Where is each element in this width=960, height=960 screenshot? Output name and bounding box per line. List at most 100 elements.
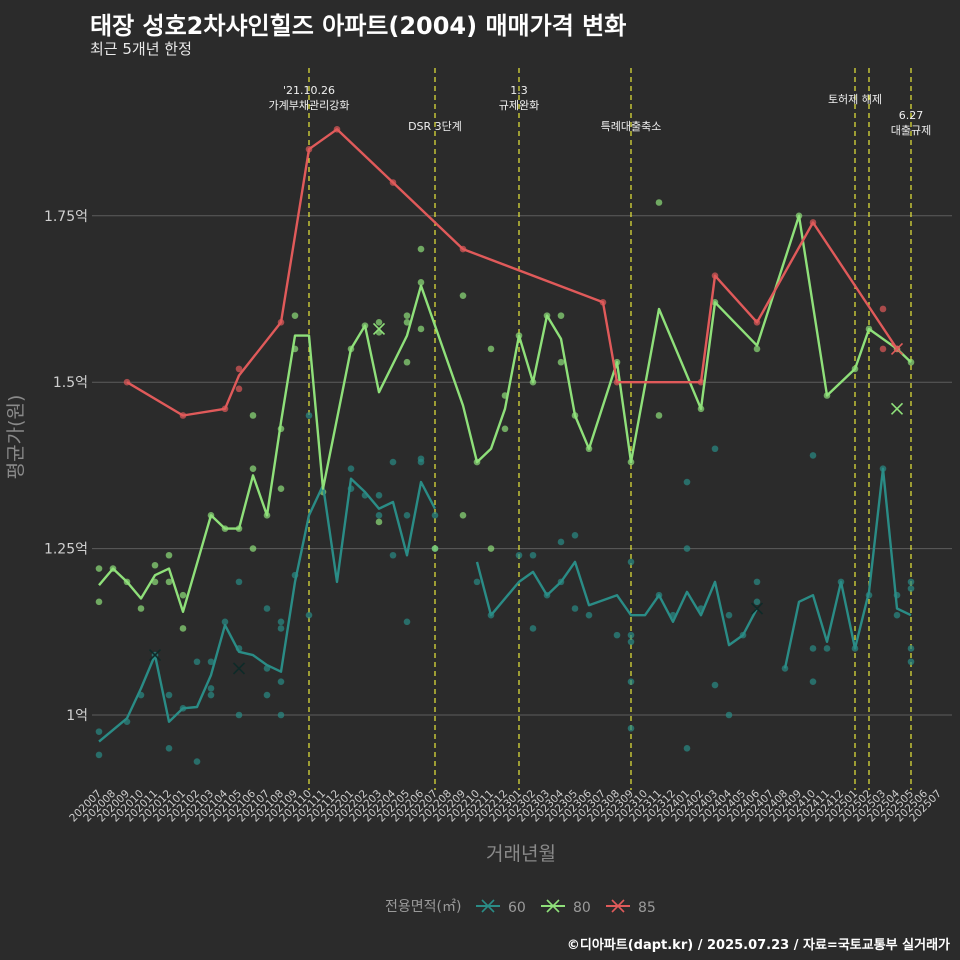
scatter-point-80: [459, 292, 467, 299]
y-tick-label: 1.25억: [44, 542, 88, 558]
event-label: 6.27: [899, 109, 924, 122]
scatter-point-80: [277, 485, 285, 492]
scatter-point-80: [459, 512, 467, 519]
cross-marker-60: [232, 662, 246, 675]
cross-stroke: [232, 662, 246, 675]
chart-subtitle: 최근 5개년 한정: [90, 40, 192, 58]
scatter-point-80: [501, 425, 509, 433]
scatter-point-80: [151, 561, 159, 569]
scatter-point-80: [95, 565, 103, 572]
series-line-60: [475, 560, 759, 647]
scatter-point-60: [347, 465, 355, 473]
scatter-point-60: [473, 578, 481, 586]
scatter-point-80: [403, 318, 411, 326]
chart-title: 태장 성호2차샤인힐즈 아파트(2004) 매매가격 변화: [90, 12, 627, 40]
scatter-point-80: [417, 325, 425, 333]
scatter-point-80: [179, 625, 187, 632]
scatter-point-80: [95, 598, 103, 606]
cross-stroke: [372, 322, 386, 336]
scatter-point-60: [613, 631, 621, 639]
scatter-point-80: [249, 545, 257, 552]
scatter-point-60: [753, 578, 761, 586]
scatter-point-60: [193, 658, 201, 666]
scatter-point-60: [431, 512, 439, 519]
scatter-point-60: [389, 551, 397, 559]
cross-stroke: [890, 402, 904, 415]
scatter-point-60: [571, 531, 579, 539]
scatter-point-60: [263, 605, 271, 612]
event-label: 1.3: [510, 84, 528, 97]
scatter-point-80: [165, 578, 173, 586]
cross-stroke: [890, 342, 904, 355]
scatter-point-60: [683, 744, 691, 752]
cross-marker-80: [890, 402, 904, 415]
scatter-point-60: [711, 681, 719, 689]
scatter-point-60: [95, 728, 103, 735]
scatter-point-60: [571, 605, 579, 612]
scatter-point-60: [263, 691, 271, 699]
event-label: '21.10.26: [283, 84, 335, 97]
scatter-point-85: [879, 345, 887, 353]
scatter-point-80: [417, 245, 425, 253]
scatter-point-80: [417, 279, 425, 286]
event-label: 토허제 해제: [828, 92, 882, 106]
scatter-point-60: [585, 611, 593, 619]
scatter-point-60: [193, 758, 201, 765]
scatter-point-60: [809, 678, 817, 686]
cross-stroke: [750, 602, 764, 615]
series-line-85: [126, 128, 898, 417]
scatter-point-80: [403, 358, 411, 366]
series-line-60: [98, 477, 437, 743]
cross-marker-80: [372, 322, 386, 336]
scatter-point-80: [557, 358, 565, 366]
scatter-point-80: [753, 345, 761, 353]
scatter-point-80: [249, 412, 257, 419]
scatter-point-60: [305, 611, 313, 619]
scatter-point-85: [879, 305, 887, 313]
legend-title: 전용면적(㎡): [385, 899, 461, 915]
cross-marker-85: [890, 342, 904, 355]
scatter-point-60: [627, 678, 635, 686]
scatter-point-60: [403, 512, 411, 519]
scatter-point-60: [725, 711, 733, 719]
scatter-point-80: [655, 412, 663, 419]
scatter-point-60: [207, 685, 215, 692]
scatter-point-60: [627, 631, 635, 639]
y-tick-label: 1억: [66, 708, 88, 724]
scatter-point-80: [557, 312, 565, 319]
scatter-point-60: [305, 412, 313, 419]
scatter-point-60: [277, 678, 285, 686]
scatter-point-60: [417, 455, 425, 463]
scatter-point-60: [207, 658, 215, 666]
y-axis-label: 평균가(원): [5, 395, 27, 480]
scatter-point-60: [235, 711, 243, 719]
cross-marker-60: [148, 649, 162, 662]
scatter-point-60: [375, 492, 383, 499]
scatter-point-60: [907, 645, 915, 652]
scatter-point-60: [165, 744, 173, 752]
scatter-point-60: [907, 658, 915, 666]
legend-key-cross: [611, 899, 625, 913]
scatter-point-60: [627, 558, 635, 566]
scatter-point-60: [529, 551, 537, 559]
source-caption: ©디아파트(dapt.kr) / 2025.07.23 / 자료=국토교통부 실…: [566, 938, 950, 953]
scatter-point-60: [95, 751, 103, 759]
scatter-point-60: [907, 585, 915, 592]
scatter-point-60: [529, 625, 537, 632]
scatter-point-85: [235, 385, 243, 393]
legend-key-cross: [481, 899, 495, 913]
cross-stroke: [148, 649, 162, 662]
scatter-point-80: [291, 312, 299, 319]
scatter-point-60: [627, 725, 635, 732]
cross-marker-60: [750, 602, 764, 615]
scatter-point-60: [277, 711, 285, 719]
event-label: 규제완화: [499, 99, 539, 112]
scatter-point-60: [557, 538, 565, 546]
scatter-point-60: [823, 645, 831, 652]
scatter-point-60: [683, 478, 691, 486]
scatter-point-60: [515, 551, 523, 559]
scatter-point-60: [753, 598, 761, 606]
scatter-point-60: [809, 452, 817, 459]
scatter-point-80: [655, 199, 663, 206]
